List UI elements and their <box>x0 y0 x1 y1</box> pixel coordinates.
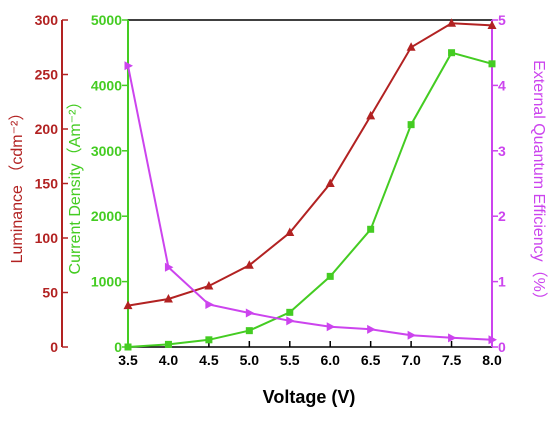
luminance-tick-label: 0 <box>50 339 58 355</box>
current-density-point <box>124 343 132 351</box>
axes-layer: 3.5 4.0 4.5 5.0 5.5 6.0 6.5 7.0 7.5 8.00501001502… <box>35 12 506 368</box>
x-tick-label: 7.0 <box>401 352 421 368</box>
current-density-line <box>127 51 493 348</box>
eqe-tick-label: 2 <box>498 208 506 224</box>
x-tick-label: 4.5 <box>199 352 219 368</box>
x-tick-label: 6.0 <box>320 352 340 368</box>
luminance-point <box>163 294 173 303</box>
luminance-point <box>487 20 497 29</box>
series-layer <box>123 18 497 351</box>
eqe-axis-title: External Quantum Efficiency（%） <box>530 60 548 308</box>
x-tick-label: 3.5 <box>118 352 138 368</box>
luminance-axis-title: Luminance （cdm⁻²） <box>8 105 26 264</box>
x-tick-label: 6.5 <box>361 352 381 368</box>
eqe-point <box>326 322 336 332</box>
current-density-tick-label: 3000 <box>91 143 122 159</box>
luminance-point <box>406 42 416 51</box>
current-density-point <box>205 336 213 344</box>
current-density-tick-label: 5000 <box>91 12 122 28</box>
luminance-point <box>123 300 133 310</box>
current-density-point <box>407 121 415 129</box>
current-density-point <box>326 272 334 280</box>
current-density-tick-label: 1000 <box>91 274 122 290</box>
luminance-tick-label: 50 <box>42 285 58 301</box>
x-tick-label: 7.5 <box>442 352 462 368</box>
eqe-point <box>367 324 376 334</box>
x-tick-label: 5.5 <box>280 352 300 368</box>
current-density-tick-label: 2000 <box>91 208 122 224</box>
luminance-tick-label: 250 <box>35 67 59 83</box>
eqe-tick-label: 1 <box>498 274 506 290</box>
luminance-point <box>204 280 214 290</box>
plot-frame <box>127 19 493 348</box>
eqe-tick-label: 4 <box>498 77 506 93</box>
eqe-point <box>245 308 255 318</box>
eqe-line <box>127 65 493 341</box>
eqe-point <box>124 61 133 71</box>
luminance-point <box>244 260 254 269</box>
luminance-line <box>127 22 493 307</box>
eqe-tick-label: 3 <box>498 143 506 159</box>
eqe-point <box>286 316 295 326</box>
current-density-point <box>286 308 294 316</box>
current-density-point <box>164 340 172 348</box>
x-axis-title: Voltage (V) <box>263 387 356 407</box>
x-tick-label: 4.0 <box>159 352 179 368</box>
eqe-point <box>164 262 174 272</box>
luminance-point <box>325 178 335 187</box>
current-density-axis-title: Current Density（Am⁻²） <box>66 94 84 275</box>
eqe-tick-label: 0 <box>498 339 506 355</box>
luminance-point <box>447 18 457 27</box>
x-tick-label: 5.0 <box>240 352 260 368</box>
x-tick-label: 8.0 <box>482 352 502 368</box>
luminance-point <box>285 227 295 237</box>
luminance-tick-label: 200 <box>35 121 59 137</box>
current-density-tick-label: 4000 <box>91 77 122 93</box>
luminance-point <box>366 110 376 120</box>
eqe-point <box>407 330 417 340</box>
eqe-point <box>448 333 457 343</box>
current-density-point <box>448 49 456 57</box>
current-density-point <box>367 225 375 233</box>
current-density-tick-label: 0 <box>114 339 122 355</box>
eqe-point <box>488 335 497 345</box>
current-density-point <box>488 60 496 68</box>
luminance-tick-label: 150 <box>35 176 59 192</box>
eqe-point <box>205 299 214 309</box>
luminance-tick-label: 300 <box>35 12 59 28</box>
luminance-tick-label: 100 <box>35 230 59 246</box>
eqe-tick-label: 5 <box>498 12 506 28</box>
current-density-point <box>245 327 253 335</box>
